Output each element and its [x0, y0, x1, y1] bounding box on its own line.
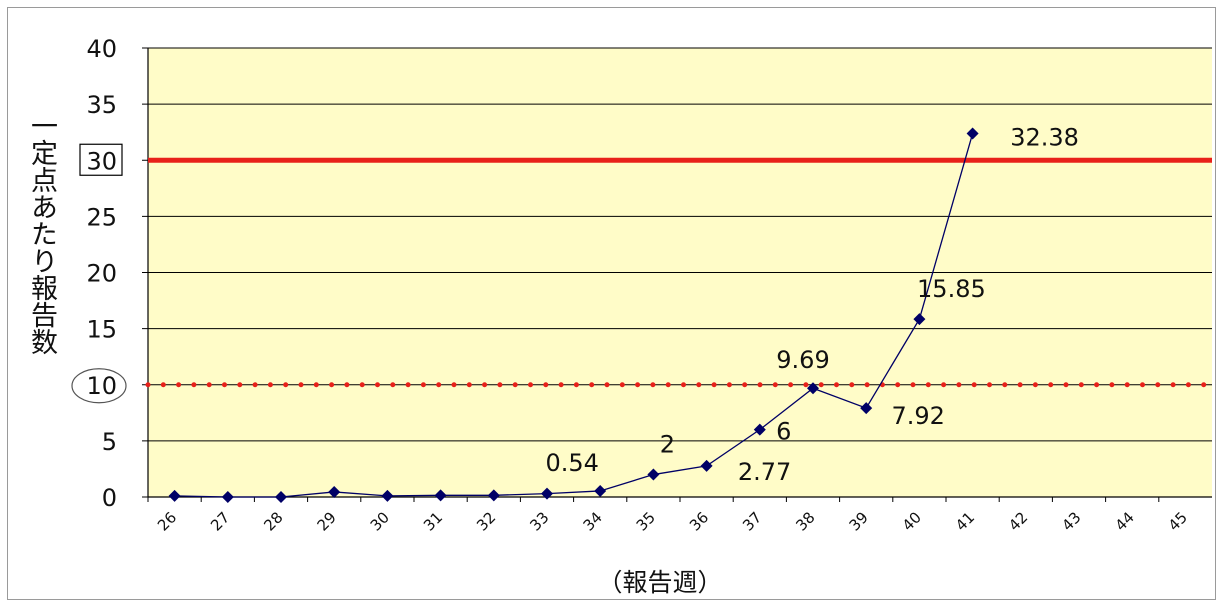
x-tick-label: 45 [1165, 508, 1191, 534]
y-axis-label: 一定点あたり報告数 [26, 112, 57, 355]
data-point [753, 423, 766, 436]
x-tick-label: 40 [899, 508, 925, 534]
data-label: 32.38 [1010, 124, 1079, 152]
data-point [966, 127, 979, 140]
x-tick-label: 35 [633, 508, 659, 534]
data-point [328, 485, 341, 498]
y-tick-label: 20 [86, 260, 117, 288]
x-tick-label: 31 [420, 508, 446, 534]
data-label: 0.54 [545, 449, 598, 477]
x-tick-label: 44 [1112, 508, 1138, 534]
data-point [381, 489, 394, 502]
data-point [221, 491, 234, 503]
y-tick-label: 25 [86, 203, 117, 231]
x-tick-label: 37 [739, 508, 765, 534]
data-point [807, 382, 819, 395]
x-tick-label: 30 [367, 508, 393, 534]
data-point [913, 313, 926, 326]
data-label: 9.69 [776, 346, 829, 374]
x-tick-label: 32 [473, 508, 499, 534]
y-tick-label: 10 [86, 372, 117, 400]
data-point [647, 468, 660, 481]
x-axis-label: （報告週） [597, 568, 723, 597]
data-point [860, 402, 873, 415]
data-label: 7.92 [891, 402, 944, 430]
x-tick-label: 42 [1005, 508, 1031, 534]
x-tick-label: 33 [526, 508, 552, 534]
tick-highlight-ellipse [71, 368, 127, 404]
tick-highlight-box [79, 143, 123, 176]
x-tick-label: 29 [314, 508, 340, 534]
x-tick-label: 26 [154, 508, 180, 534]
x-tick-label: 41 [952, 508, 978, 534]
data-label: 2 [660, 431, 675, 459]
chart-border [7, 7, 1216, 600]
y-tick-label: 15 [86, 316, 117, 344]
x-tick-label: 27 [207, 508, 233, 534]
series-line [174, 133, 974, 498]
data-label: 15.85 [917, 275, 986, 303]
y-tick-label: 40 [86, 35, 117, 63]
y-tick-label: 35 [86, 91, 117, 119]
y-tick-label: 30 [86, 147, 117, 175]
data-point [594, 484, 607, 497]
x-tick-label: 34 [580, 508, 606, 534]
data-point [434, 489, 447, 502]
y-tick-label: 0 [102, 484, 117, 512]
data-point [275, 491, 287, 503]
x-tick-label: 39 [846, 508, 872, 534]
data-label: 2.77 [738, 458, 791, 486]
x-tick-label: 43 [1058, 508, 1084, 534]
data-point [541, 487, 553, 500]
x-tick-label: 28 [260, 508, 286, 534]
y-tick-label: 5 [102, 428, 117, 456]
data-point [700, 459, 713, 472]
data-point [168, 489, 181, 502]
data-point [487, 489, 500, 502]
data-label: 6 [776, 418, 791, 446]
x-tick-label: 38 [792, 508, 818, 534]
x-tick-label: 36 [686, 508, 712, 534]
